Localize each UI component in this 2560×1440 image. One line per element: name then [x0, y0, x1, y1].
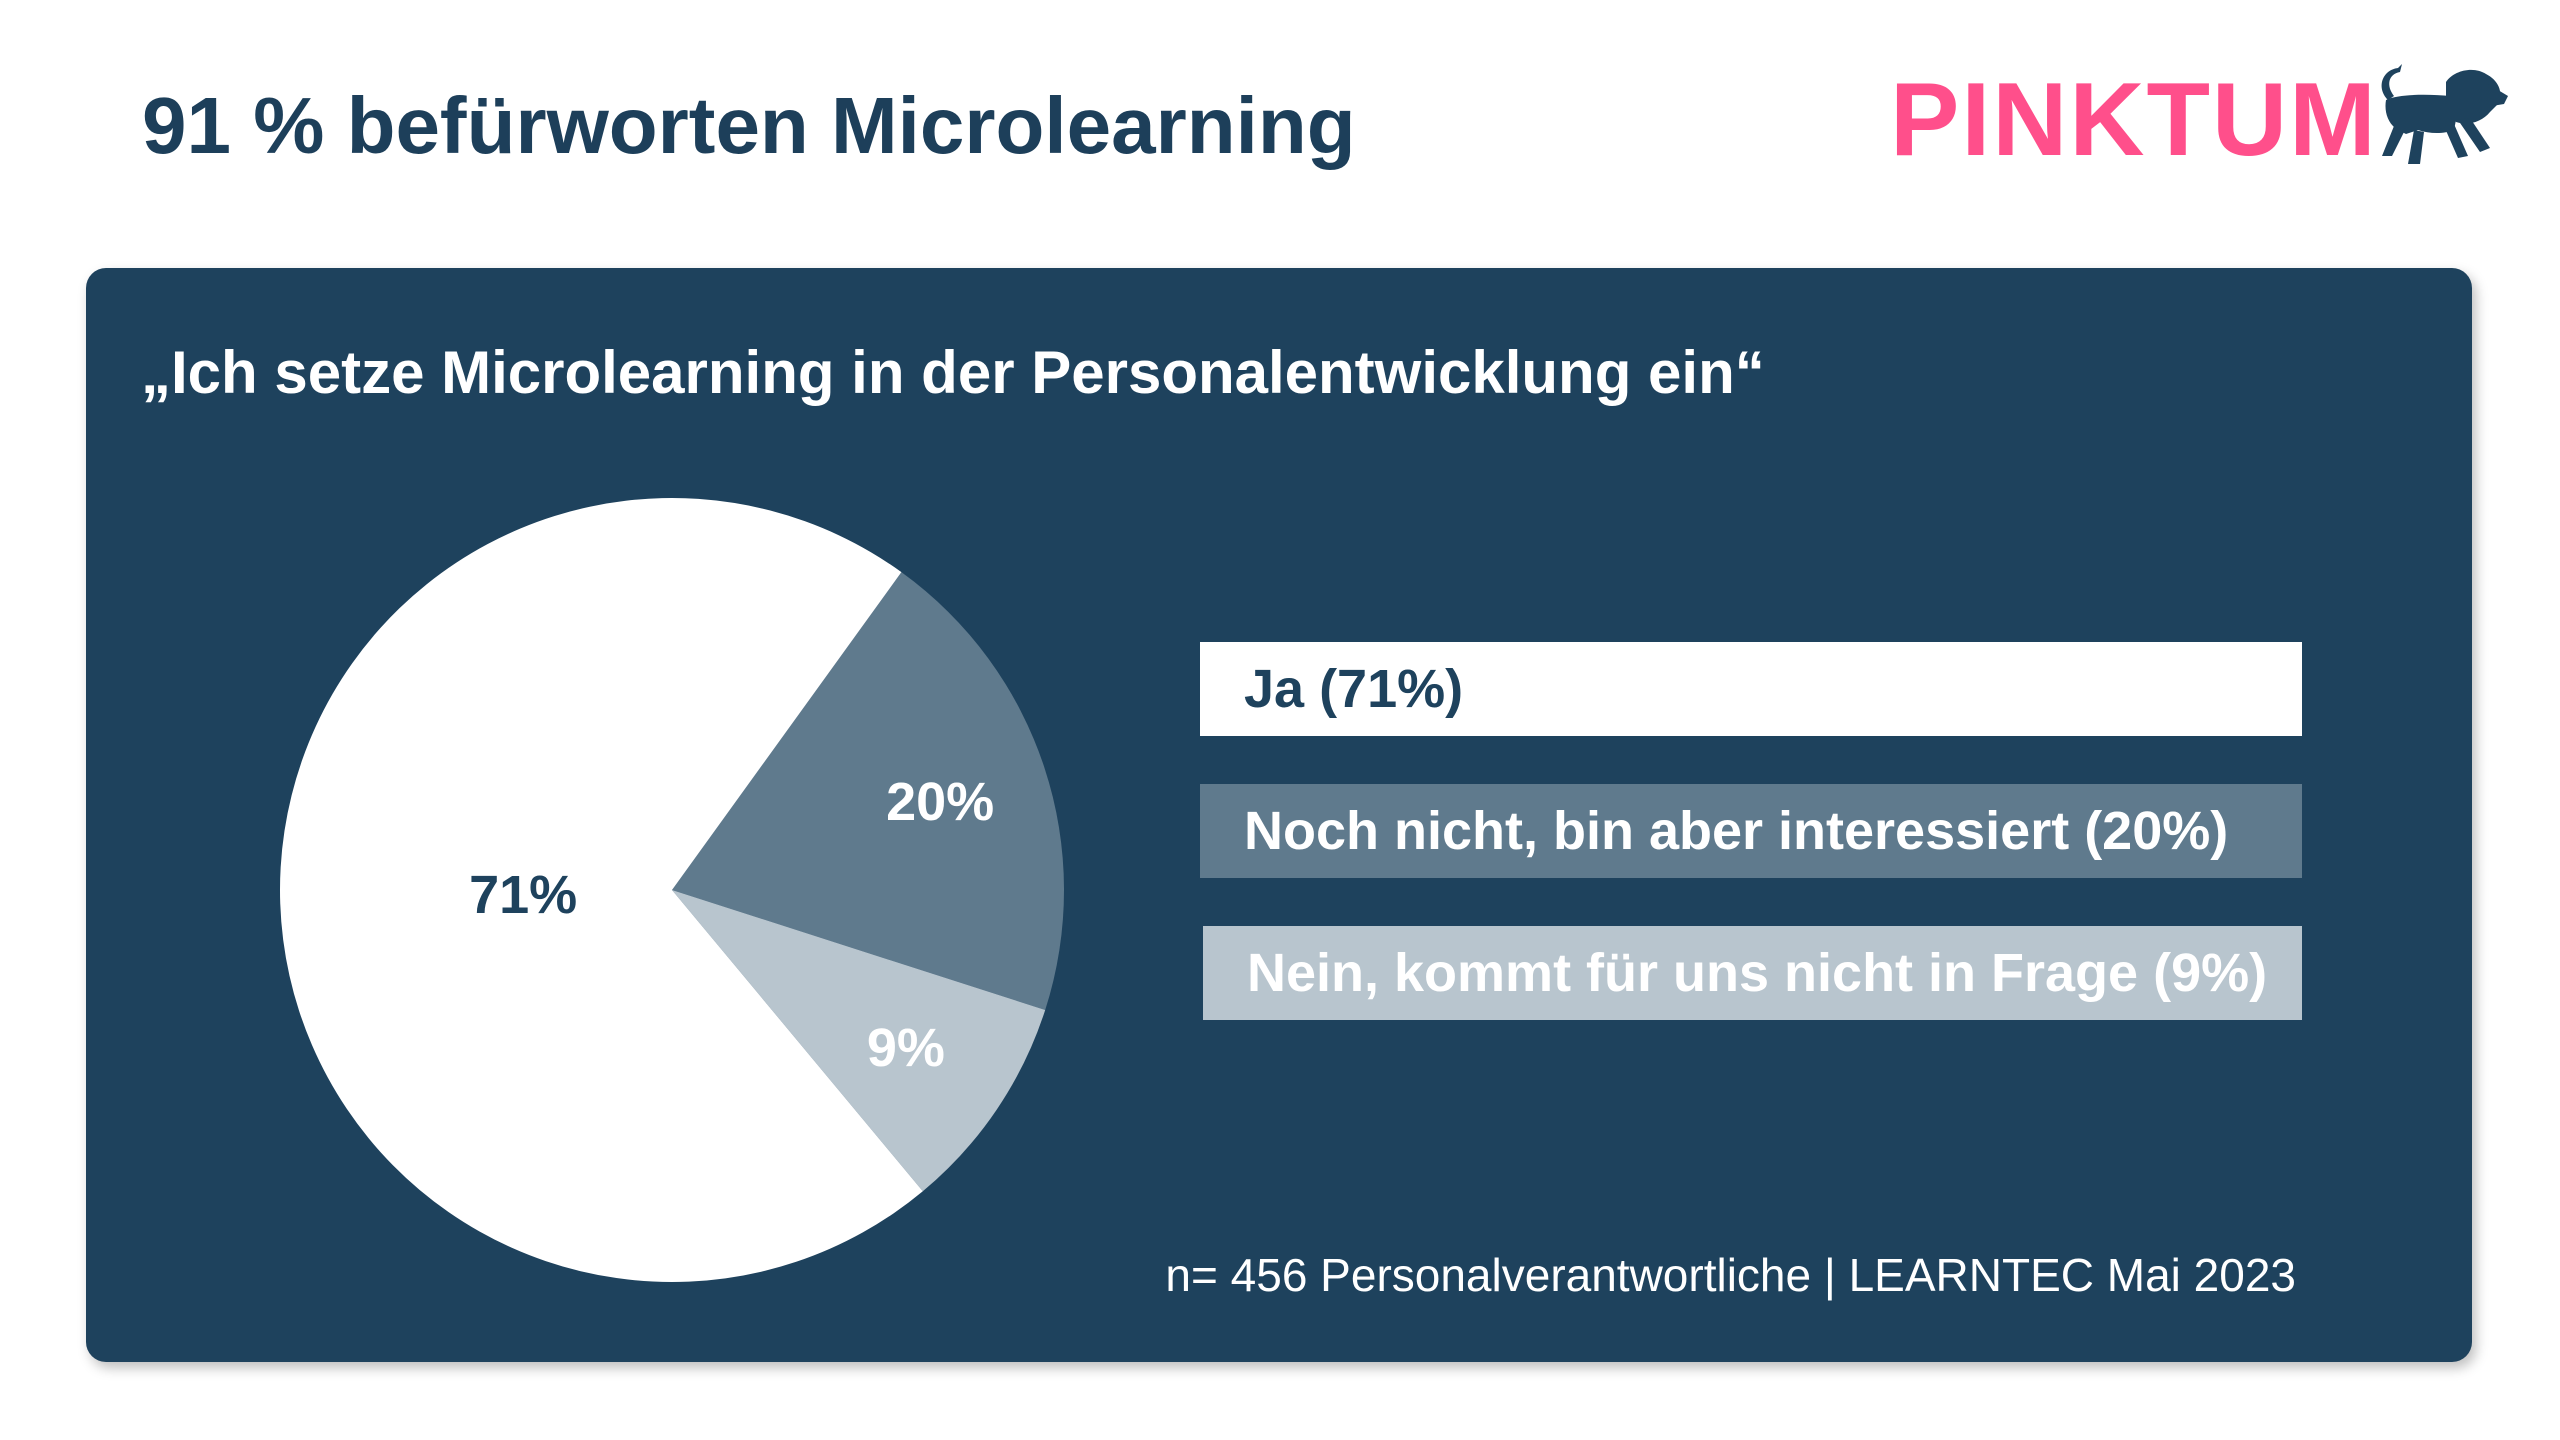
legend-item-nein: Nein, kommt für uns nicht in Frage (9%) [1203, 926, 2302, 1020]
slice-label-ja: 71% [469, 865, 578, 926]
slice-label-noch-nicht: 20% [886, 771, 995, 832]
pie-slice-nein [672, 890, 1046, 1192]
pie-slice-noch-nicht [672, 572, 1064, 1010]
slice-label-nein: 9% [866, 1017, 945, 1078]
brand-logo: PINKTUM [1890, 60, 2510, 180]
logo-text: PINKTUM [1890, 62, 2378, 178]
chart-panel: „Ich setze Microlearning in der Personal… [86, 268, 2472, 1362]
page-title: 91 % befürworten Microlearning [142, 81, 1356, 170]
legend-item-noch-nicht: Noch nicht, bin aber interessiert (20%) [1200, 784, 2302, 878]
legend-item-ja: Ja (71%) [1200, 642, 2302, 736]
source-note: n= 456 Personalverantwortliche | LEARNTE… [1165, 1249, 2296, 1301]
chart-title: „Ich setze Microlearning in der Personal… [141, 339, 1765, 406]
pie-chart: 20% 9% 71% [272, 490, 1072, 1290]
pie-slice-ja [280, 498, 923, 1282]
lion-icon [2381, 64, 2508, 164]
pie-svg [280, 498, 1064, 1282]
